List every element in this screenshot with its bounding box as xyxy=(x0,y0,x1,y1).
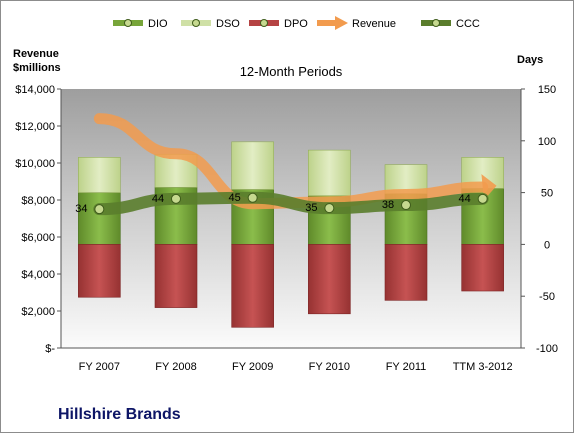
ccc-data-label: 44 xyxy=(152,193,164,205)
bar-dpo xyxy=(308,244,351,315)
legend: DIO DSO DPO Revenue CCC xyxy=(113,16,480,30)
y-left-tick-label: $14,000 xyxy=(15,84,55,96)
ccc-data-label: 45 xyxy=(229,192,241,204)
lines xyxy=(93,113,497,216)
y-left-tick-label: $12,000 xyxy=(15,121,55,133)
y-left-tick-label: $4,000 xyxy=(21,269,55,281)
bar-dpo xyxy=(154,244,198,308)
y-axis-left-label-line: $millions xyxy=(13,62,61,74)
legend-label: Revenue xyxy=(352,18,396,30)
x-tick-label: FY 2009 xyxy=(232,361,273,373)
y-right-tick-label: 0 xyxy=(544,239,550,251)
y-axis-left-label-line: Revenue xyxy=(13,48,59,60)
y-right-tick-label: -50 xyxy=(539,291,555,303)
axes: $- $2,000 $4,000 $6,000 $8,000 $10,000 $12,000… xyxy=(15,84,558,373)
y-axis-left-label: Revenue $millions xyxy=(13,48,61,74)
legend-label: CCC xyxy=(456,18,480,30)
y-left-tick-label: $2,000 xyxy=(21,306,55,318)
ccc-data-label: 44 xyxy=(459,193,471,205)
data-labels: 34 44 45 35 38 44 xyxy=(75,192,471,215)
bar-dio xyxy=(78,192,121,245)
ccc-marker xyxy=(477,193,488,204)
legend-label: DIO xyxy=(148,18,168,30)
ccc-marker xyxy=(94,204,105,215)
legend-marker-ccc xyxy=(432,19,440,27)
y-left-tick-label: $8,000 xyxy=(21,195,55,207)
bar-dso xyxy=(231,141,274,190)
y-axis-right-label: Days xyxy=(517,54,543,66)
bar-dpo xyxy=(78,244,121,298)
bar-dpo xyxy=(384,244,428,301)
legend-label: DSO xyxy=(216,18,240,30)
y-left-tick-label: $10,000 xyxy=(15,158,55,170)
ccc-data-label: 38 xyxy=(382,199,394,211)
x-tick-label: FY 2007 xyxy=(79,361,120,373)
bar-dso xyxy=(78,157,121,193)
legend-arrow-revenue xyxy=(335,16,348,30)
x-tick-label: TTM 3-2012 xyxy=(453,361,513,373)
y-left-tick-label: $- xyxy=(45,343,55,355)
y-right-tick-label: 150 xyxy=(538,84,556,96)
ccc-line xyxy=(93,191,489,216)
y-right-tick-label: 50 xyxy=(541,188,553,200)
ccc-marker xyxy=(401,200,411,211)
ccc-marker xyxy=(324,203,335,214)
legend-marker-ccc xyxy=(192,19,200,27)
x-tick-label: FY 2011 xyxy=(386,361,427,373)
x-tick-label: FY 2010 xyxy=(309,361,350,373)
ccc-marker xyxy=(171,193,181,204)
ccc-data-label: 35 xyxy=(305,202,317,214)
y-left-tick-label: $6,000 xyxy=(21,232,55,244)
y-right-tick-label: -100 xyxy=(536,343,558,355)
bar-dso xyxy=(308,149,351,197)
y-right-tick-label: 100 xyxy=(538,136,556,148)
ccc-data-label: 34 xyxy=(75,203,87,215)
legend-marker-ccc xyxy=(124,19,132,27)
legend-marker-ccc xyxy=(260,19,268,27)
ccc-marker xyxy=(247,192,258,203)
chart-title: 12-Month Periods xyxy=(240,64,343,79)
legend-label: DPO xyxy=(284,18,308,30)
x-tick-label: FY 2008 xyxy=(155,361,196,373)
company-name: Hillshire Brands xyxy=(58,406,181,423)
bar-dpo xyxy=(231,244,274,328)
bar-dpo xyxy=(461,244,504,292)
